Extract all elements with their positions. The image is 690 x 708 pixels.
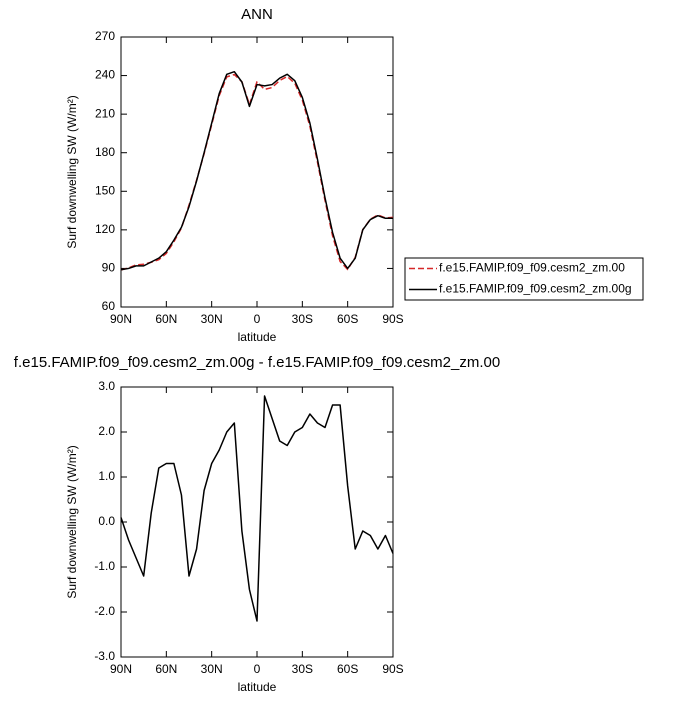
x-tick-label: 90S: [382, 312, 403, 326]
y-tick-label: 120: [95, 222, 115, 236]
y-tick-label: 3.0: [98, 379, 115, 393]
x-tick-label: 60N: [155, 312, 177, 326]
y-tick-label: -3.0: [94, 649, 115, 663]
y-tick-label: 90: [102, 261, 116, 275]
x-axis-label: latitude: [238, 330, 277, 344]
x-tick-label: 90N: [110, 662, 132, 676]
chart-title: f.e15.FAMIP.f09_f09.cesm2_zm.00g - f.e15…: [14, 354, 500, 371]
y-axis-label: Surf downwelling SW (W/m²): [65, 445, 79, 598]
data-line: [120, 70, 393, 271]
y-tick-label: -1.0: [94, 559, 115, 573]
legend-label: f.e15.FAMIP.f09_f09.cesm2_zm.00g: [439, 282, 632, 296]
x-tick-label: 30N: [201, 662, 223, 676]
x-tick-label: 90N: [110, 312, 132, 326]
data-line: [120, 395, 394, 622]
y-tick-label: 180: [95, 145, 115, 159]
y-tick-label: -2.0: [94, 604, 115, 618]
x-axis-label: latitude: [238, 680, 277, 694]
y-tick-label: 240: [95, 68, 115, 82]
x-tick-label: 60S: [337, 662, 358, 676]
data-line: [120, 73, 394, 271]
chart-title: ANN: [241, 6, 273, 23]
x-tick-label: 0: [254, 312, 261, 326]
y-tick-label: 60: [102, 299, 116, 313]
y-tick-label: 150: [95, 183, 115, 197]
x-tick-label: 30S: [292, 312, 313, 326]
legend-label: f.e15.FAMIP.f09_f09.cesm2_zm.00: [439, 261, 625, 275]
x-tick-label: 60N: [155, 662, 177, 676]
x-tick-label: 0: [254, 662, 261, 676]
y-tick-label: 2.0: [98, 424, 115, 438]
plot-frame: [120, 36, 394, 308]
y-tick-label: 210: [95, 106, 115, 120]
y-axis-label: Surf downwelling SW (W/m²): [65, 95, 79, 248]
x-tick-label: 30N: [201, 312, 223, 326]
x-tick-label: 90S: [382, 662, 403, 676]
y-tick-label: 270: [95, 29, 115, 43]
x-tick-label: 30S: [292, 662, 313, 676]
x-tick-label: 60S: [337, 312, 358, 326]
legend-frame: [404, 257, 644, 301]
y-tick-label: 0.0: [98, 514, 115, 528]
y-tick-label: 1.0: [98, 469, 115, 483]
